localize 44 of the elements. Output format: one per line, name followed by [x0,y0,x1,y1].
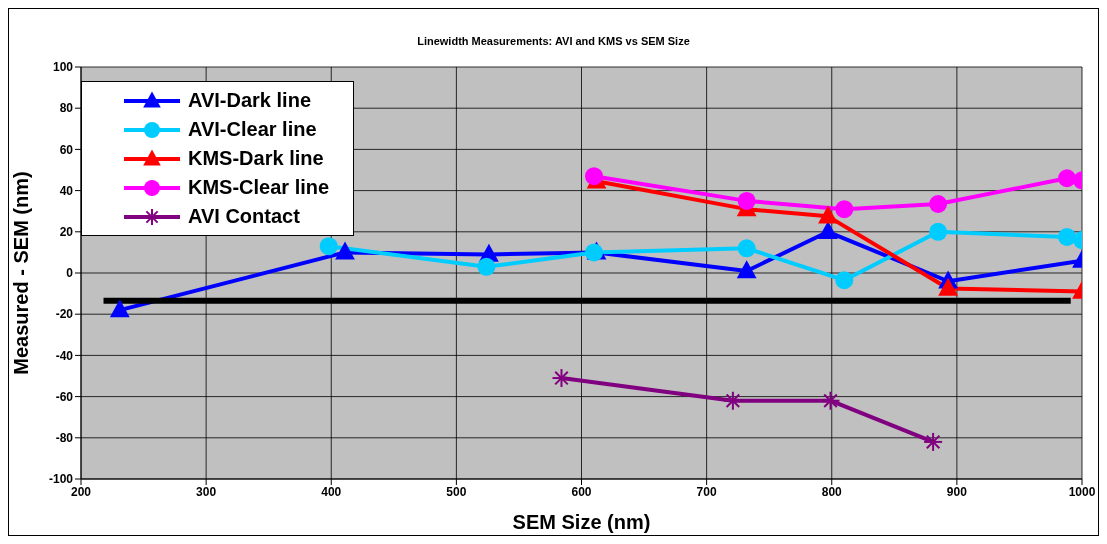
chart-title: Linewidth Measurements: AVI and KMS vs SEM Size [416,35,691,47]
point [1057,227,1076,246]
y-tick-label: 40 [59,183,74,198]
y-tick-label: 60 [59,142,74,157]
y-tick-label: -20 [55,307,74,322]
point [818,205,838,224]
point [818,221,838,239]
y-axis-title: Measured - SEM (nm) [10,171,33,375]
point [929,222,948,241]
point [929,194,948,213]
legend-label: AVI-Dark line [188,89,311,112]
point [736,260,757,279]
point [319,237,338,256]
y-tick-label: 20 [59,225,74,240]
point [835,200,854,219]
y-tick-label: -100 [48,472,74,487]
point [737,239,756,258]
point [109,299,130,318]
point [335,241,355,260]
legend-label: AVI Contact [188,205,300,228]
x-tick-label: 800 [821,484,843,499]
y-tick-label: -80 [55,431,74,446]
y-tick-label: -40 [55,348,74,363]
x-tick-label: 1000 [1068,484,1096,499]
x-tick-label: 600 [571,484,592,499]
point [938,277,959,296]
point [835,271,854,290]
legend-label: KMS-Dark line [188,147,324,170]
point [1057,169,1076,188]
x-tick-label: 900 [946,484,968,499]
x-tick-label: 300 [196,484,217,499]
point [737,191,756,210]
y-tick-label: 100 [52,60,74,75]
point [477,257,496,276]
y-tick-label: -60 [55,389,74,404]
x-tick-label: 700 [696,484,717,499]
x-axis-title: SEM Size (nm) [512,511,651,533]
legend-label: AVI-Clear line [188,118,317,141]
x-tick-label: 500 [446,484,467,499]
y-tick-label: 80 [59,101,74,116]
y-tick-label: 0 [66,266,74,281]
x-tick-label: 200 [70,484,92,499]
legend-label: KMS-Clear line [188,176,330,199]
x-tick-label: 400 [321,484,342,499]
